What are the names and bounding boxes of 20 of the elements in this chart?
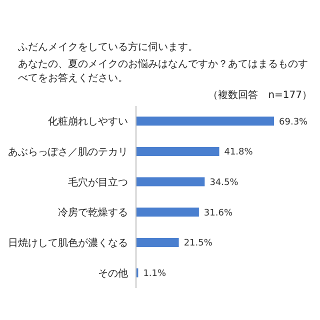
bar bbox=[136, 116, 274, 126]
data-label: 34.5% bbox=[210, 178, 239, 188]
data-label: 21.5% bbox=[184, 238, 213, 249]
y-tick-label: 化粧崩れしやすい bbox=[48, 116, 128, 128]
y-tick-label: その他 bbox=[98, 267, 128, 280]
y-tick-label: 日焼けして肌色が濃くなる bbox=[8, 237, 128, 250]
bar bbox=[136, 208, 199, 217]
y-tick-label: 毛穴が目立つ bbox=[68, 176, 128, 188]
bar bbox=[136, 238, 179, 247]
bar bbox=[136, 146, 220, 156]
data-label: 31.6% bbox=[204, 208, 233, 218]
chart-subtitle: あなたの、夏のメイクのお悩みはなんですか？あてはまるものすべてをお答えください。 bbox=[17, 58, 309, 85]
y-tick-label: 冷房で乾燥する bbox=[58, 206, 128, 219]
y-tick-label: あぶらっぽさ／肌のテカリ bbox=[8, 147, 128, 158]
chart-title: ふだんメイクをしている方に伺います。 bbox=[17, 40, 199, 54]
bar bbox=[136, 177, 205, 186]
data-label: 1.1% bbox=[143, 268, 167, 279]
data-label: 41.8% bbox=[224, 148, 254, 158]
data-label: 69.3% bbox=[279, 117, 308, 128]
text: （複数回答 n=177） bbox=[207, 88, 312, 102]
